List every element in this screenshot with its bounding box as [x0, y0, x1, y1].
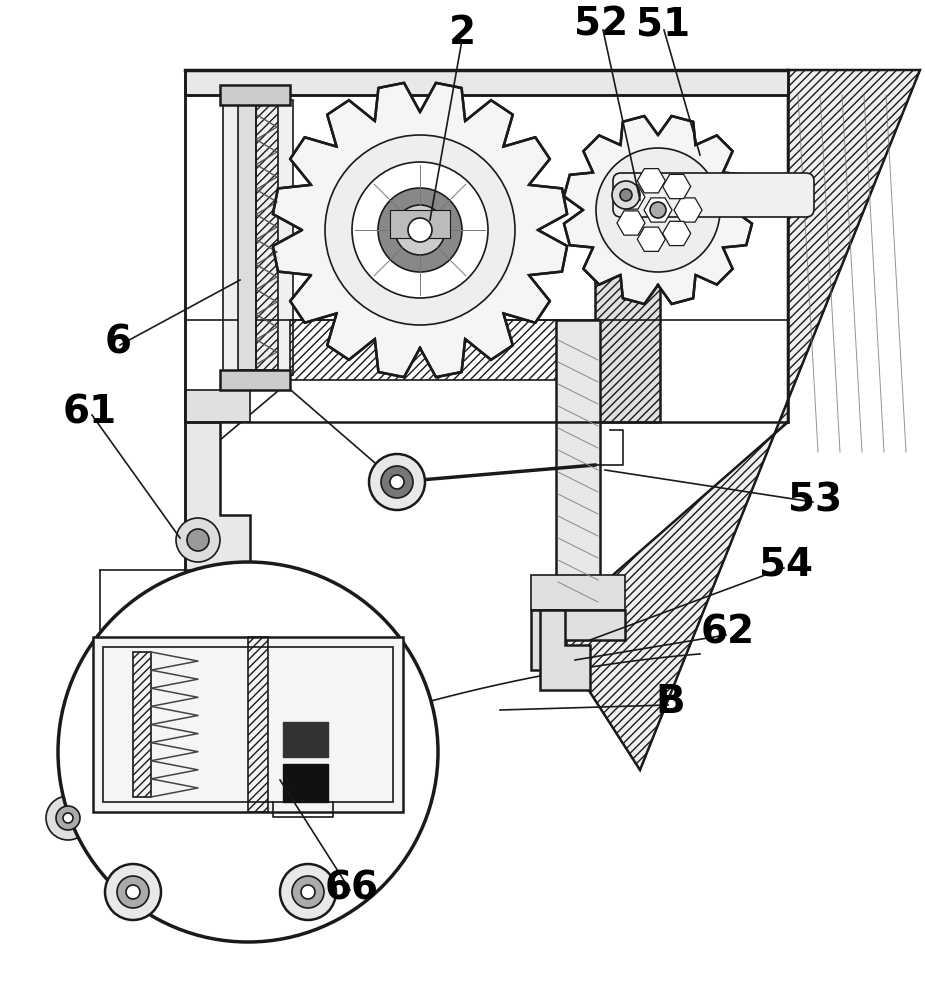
Polygon shape — [617, 185, 645, 209]
Polygon shape — [283, 722, 328, 757]
Circle shape — [117, 876, 149, 908]
Text: 66: 66 — [325, 869, 379, 907]
Polygon shape — [550, 70, 920, 770]
Polygon shape — [283, 764, 328, 802]
Circle shape — [280, 864, 336, 920]
Circle shape — [56, 806, 80, 830]
Polygon shape — [540, 610, 590, 690]
Circle shape — [292, 876, 324, 908]
Circle shape — [301, 885, 315, 899]
Polygon shape — [617, 211, 645, 235]
Circle shape — [395, 205, 445, 255]
Polygon shape — [674, 198, 702, 222]
Circle shape — [105, 864, 161, 920]
Polygon shape — [564, 116, 752, 304]
Circle shape — [352, 162, 488, 298]
Text: 51: 51 — [636, 6, 690, 44]
Circle shape — [596, 148, 720, 272]
Polygon shape — [185, 390, 250, 422]
Polygon shape — [531, 575, 625, 610]
Polygon shape — [531, 610, 625, 670]
Polygon shape — [644, 198, 672, 222]
Polygon shape — [185, 70, 788, 95]
Text: 53: 53 — [788, 481, 842, 519]
Polygon shape — [238, 105, 256, 370]
Polygon shape — [273, 83, 567, 377]
Circle shape — [612, 181, 640, 209]
Polygon shape — [390, 210, 450, 238]
Circle shape — [176, 518, 220, 562]
Polygon shape — [662, 221, 691, 246]
Circle shape — [126, 885, 140, 899]
Circle shape — [390, 475, 404, 489]
Polygon shape — [595, 180, 660, 422]
Text: 62: 62 — [701, 613, 755, 651]
FancyBboxPatch shape — [613, 173, 814, 217]
Polygon shape — [220, 370, 290, 390]
Circle shape — [58, 562, 438, 942]
Circle shape — [408, 218, 432, 242]
Circle shape — [187, 529, 209, 551]
Circle shape — [325, 135, 515, 325]
Circle shape — [63, 813, 73, 823]
Polygon shape — [637, 169, 665, 193]
Text: B: B — [655, 683, 684, 721]
Circle shape — [378, 188, 462, 272]
Polygon shape — [662, 174, 691, 199]
Text: 2: 2 — [449, 14, 475, 52]
Polygon shape — [637, 227, 665, 251]
Circle shape — [369, 454, 425, 510]
Text: 54: 54 — [759, 546, 813, 584]
Text: 52: 52 — [574, 6, 628, 44]
Circle shape — [620, 189, 632, 201]
Text: 6: 6 — [105, 323, 131, 361]
Circle shape — [650, 202, 666, 218]
Polygon shape — [556, 320, 600, 610]
Polygon shape — [220, 85, 290, 105]
Circle shape — [381, 466, 413, 498]
Text: 61: 61 — [63, 393, 117, 431]
Polygon shape — [185, 422, 250, 570]
Polygon shape — [93, 637, 403, 812]
Polygon shape — [223, 100, 293, 375]
Circle shape — [46, 796, 90, 840]
